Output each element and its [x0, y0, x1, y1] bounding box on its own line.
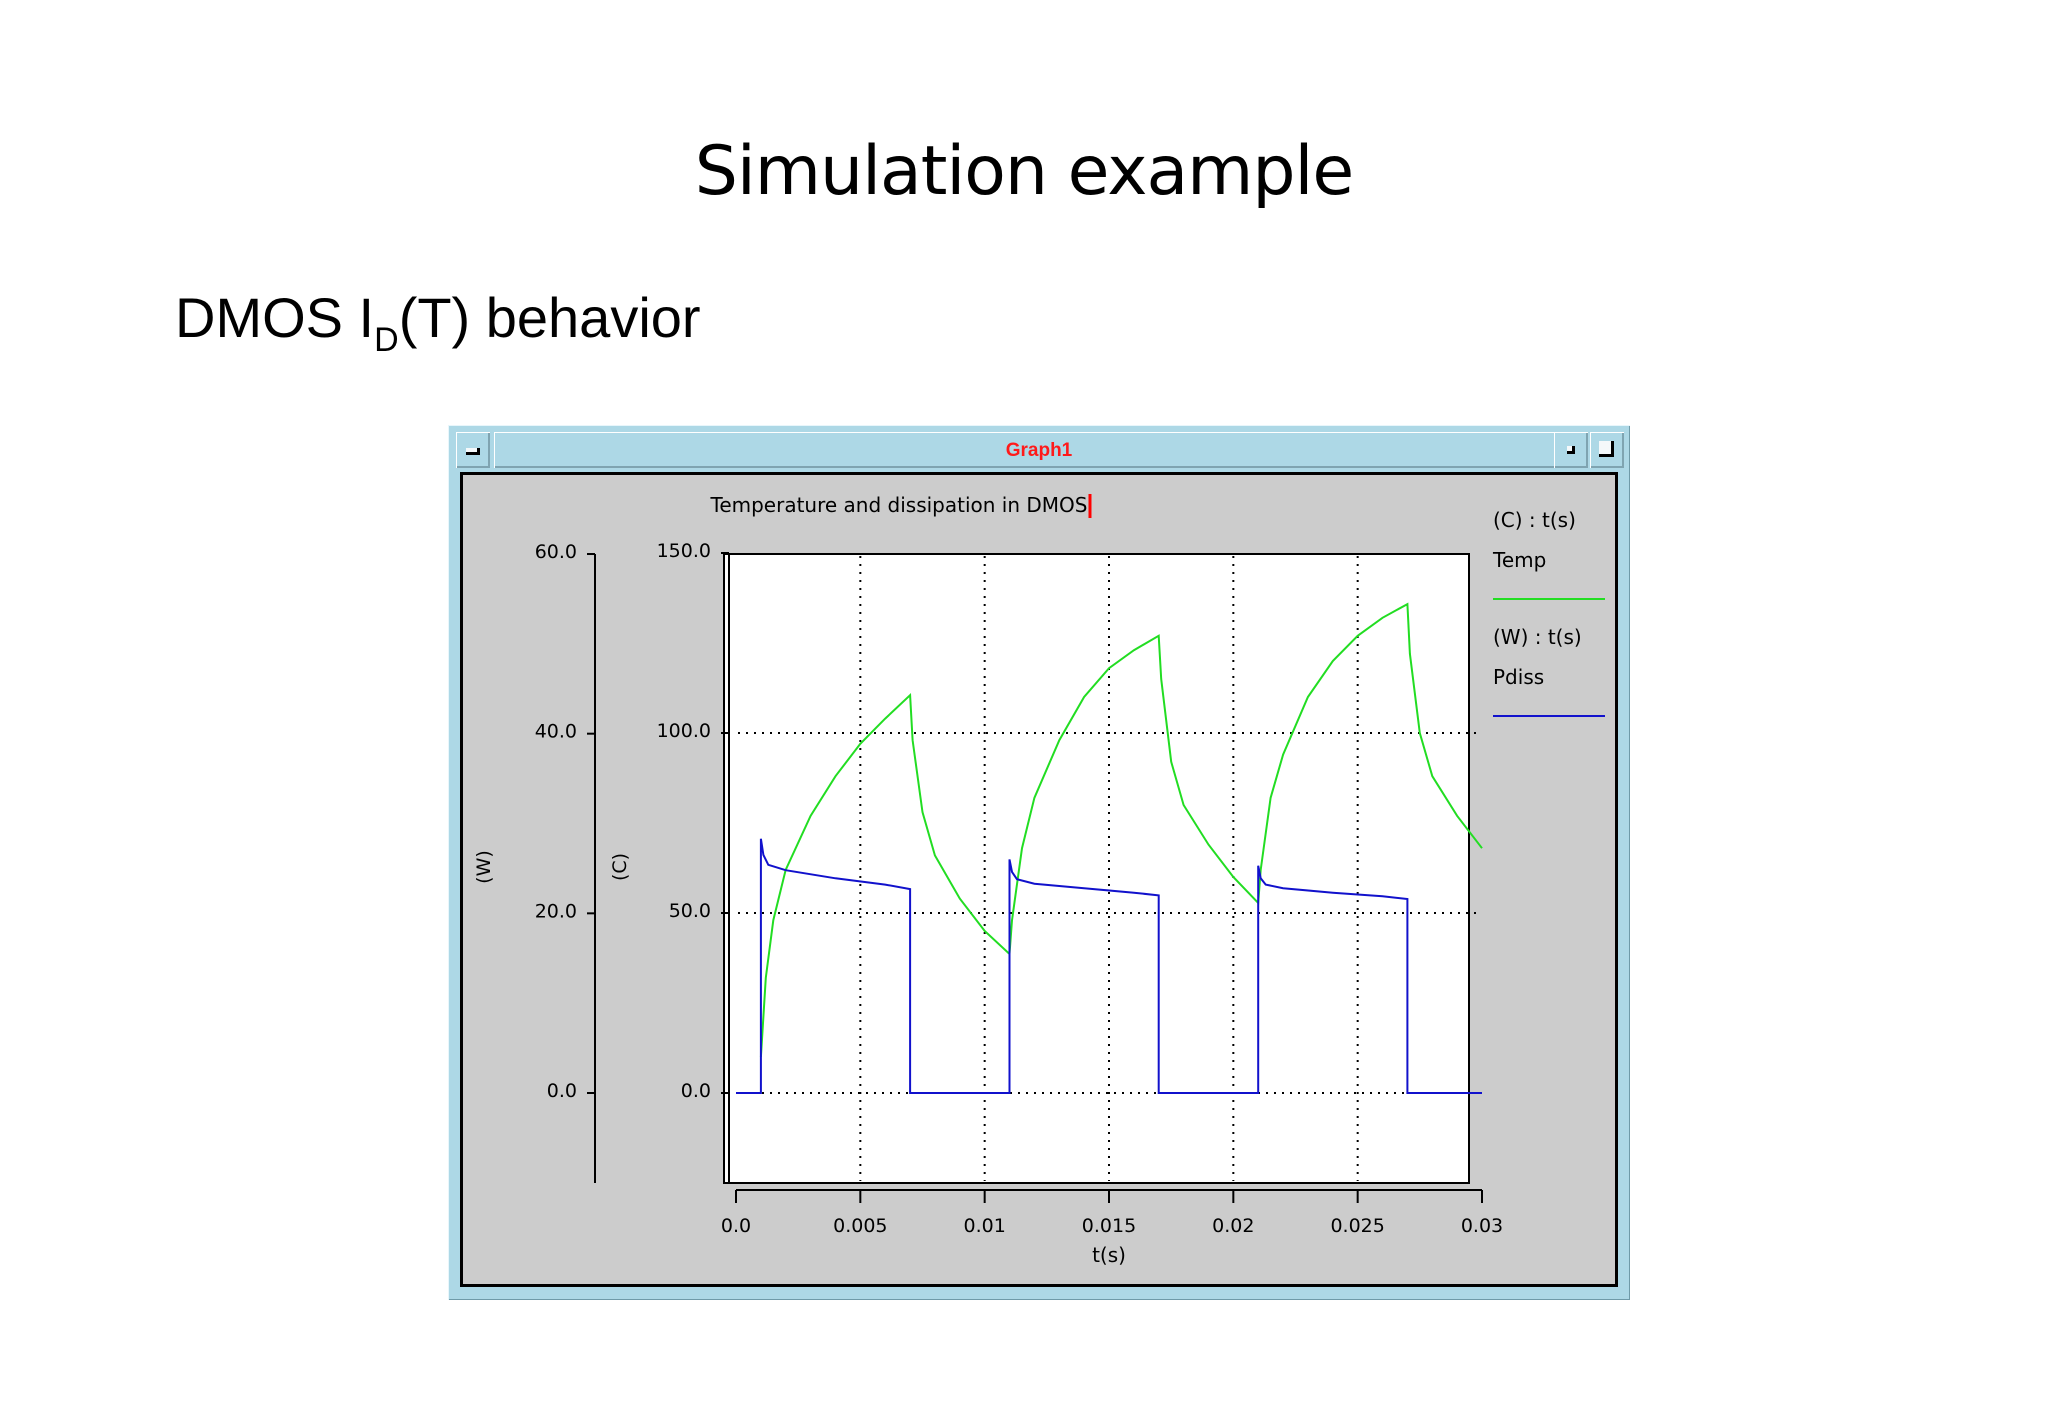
- maximize-icon: [1599, 441, 1614, 457]
- minimize-button[interactable]: [1554, 432, 1588, 468]
- chart-title: Temperature and dissipation in DMOS: [710, 493, 1088, 517]
- series-pdiss: [736, 838, 1482, 1094]
- window-menu-icon: [466, 448, 480, 455]
- subtitle-prefix: DMOS I: [175, 286, 375, 349]
- c-axis-tick-label: 50.0: [669, 900, 711, 922]
- c-axis-tick-label: 150.0: [657, 540, 711, 562]
- window-titlebar[interactable]: Graph1: [494, 432, 1584, 468]
- series-temp: [759, 602, 1483, 1058]
- x-axis-tick-label: 0.01: [964, 1215, 1006, 1237]
- x-axis-label: t(s): [1092, 1243, 1126, 1267]
- x-axis-tick-label: 0.005: [833, 1215, 887, 1237]
- c-axis-label: (C): [609, 853, 631, 881]
- maximize-button[interactable]: [1590, 432, 1624, 468]
- window-title: Graph1: [1005, 440, 1073, 461]
- legend-axis-label: (C) : t(s): [1493, 508, 1576, 532]
- plot-area: [723, 553, 1470, 1184]
- slide-subtitle: DMOS ID(T) behavior: [175, 285, 701, 360]
- w-axis-label: (W): [473, 850, 495, 884]
- grid-lines: [738, 556, 1480, 1181]
- subtitle-suffix: (T) behavior: [398, 286, 701, 349]
- c-axis-tick-label: 0.0: [681, 1080, 711, 1102]
- w-axis-tick-label: 20.0: [535, 900, 577, 922]
- x-axis-tick-label: 0.02: [1212, 1215, 1254, 1237]
- slide-title: Simulation example: [694, 132, 1355, 211]
- x-axis-tick-label: 0.025: [1330, 1215, 1384, 1237]
- graph-frame: Temperature and dissipation in DMOS 60.0…: [460, 472, 1618, 1287]
- legend-series-name: Temp: [1492, 548, 1546, 572]
- minimize-icon: [1567, 446, 1575, 454]
- chart: Temperature and dissipation in DMOS 60.0…: [473, 493, 1605, 1267]
- x-axis-tick-label: 0.015: [1082, 1215, 1136, 1237]
- w-axis-tick-label: 0.0: [547, 1080, 577, 1102]
- legend-axis-label: (W) : t(s): [1493, 625, 1582, 649]
- legend: (C) : t(s) Temp (W) : t(s) Pdiss: [1492, 508, 1605, 717]
- window-menu-button[interactable]: [456, 432, 490, 468]
- data-series: [736, 602, 1483, 1094]
- text-cursor: [1088, 494, 1092, 518]
- x-axis-tick-label: 0.0: [721, 1215, 751, 1237]
- x-axis-tick-label: 0.03: [1461, 1215, 1503, 1237]
- w-axis-tick-label: 60.0: [535, 541, 577, 563]
- c-axis-tick-label: 100.0: [657, 720, 711, 742]
- graph-window: Graph1 Temperature and dissipation in DM…: [448, 425, 1630, 1300]
- legend-series-name: Pdiss: [1493, 665, 1544, 689]
- w-axis-tick-label: 40.0: [535, 721, 577, 743]
- axes: 60.0 40.0 20.0 0.0 (W) 150.0 100.0 50.0 0.0 (C) 0.…: [473, 540, 1503, 1267]
- subtitle-subscript: D: [374, 321, 399, 359]
